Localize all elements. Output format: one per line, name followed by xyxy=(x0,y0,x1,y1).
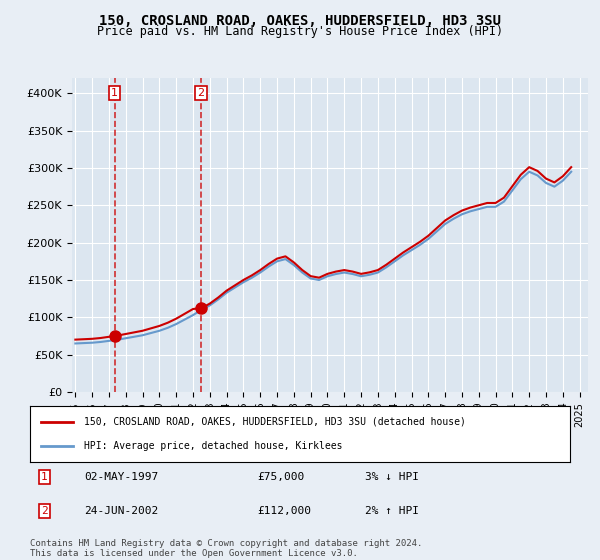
Text: 2% ↑ HPI: 2% ↑ HPI xyxy=(365,506,419,516)
Text: 02-MAY-1997: 02-MAY-1997 xyxy=(84,472,158,482)
Text: 2: 2 xyxy=(41,506,47,516)
Text: 3% ↓ HPI: 3% ↓ HPI xyxy=(365,472,419,482)
Text: 1: 1 xyxy=(111,88,118,98)
Text: 150, CROSLAND ROAD, OAKES, HUDDERSFIELD, HD3 3SU (detached house): 150, CROSLAND ROAD, OAKES, HUDDERSFIELD,… xyxy=(84,417,466,427)
Text: Contains HM Land Registry data © Crown copyright and database right 2024.
This d: Contains HM Land Registry data © Crown c… xyxy=(30,539,422,558)
Text: 150, CROSLAND ROAD, OAKES, HUDDERSFIELD, HD3 3SU: 150, CROSLAND ROAD, OAKES, HUDDERSFIELD,… xyxy=(99,14,501,28)
Text: £75,000: £75,000 xyxy=(257,472,304,482)
Text: 1: 1 xyxy=(41,472,47,482)
Text: £112,000: £112,000 xyxy=(257,506,311,516)
Text: Price paid vs. HM Land Registry's House Price Index (HPI): Price paid vs. HM Land Registry's House … xyxy=(97,25,503,38)
Text: 2: 2 xyxy=(197,88,205,98)
Text: HPI: Average price, detached house, Kirklees: HPI: Average price, detached house, Kirk… xyxy=(84,441,343,451)
Text: 24-JUN-2002: 24-JUN-2002 xyxy=(84,506,158,516)
